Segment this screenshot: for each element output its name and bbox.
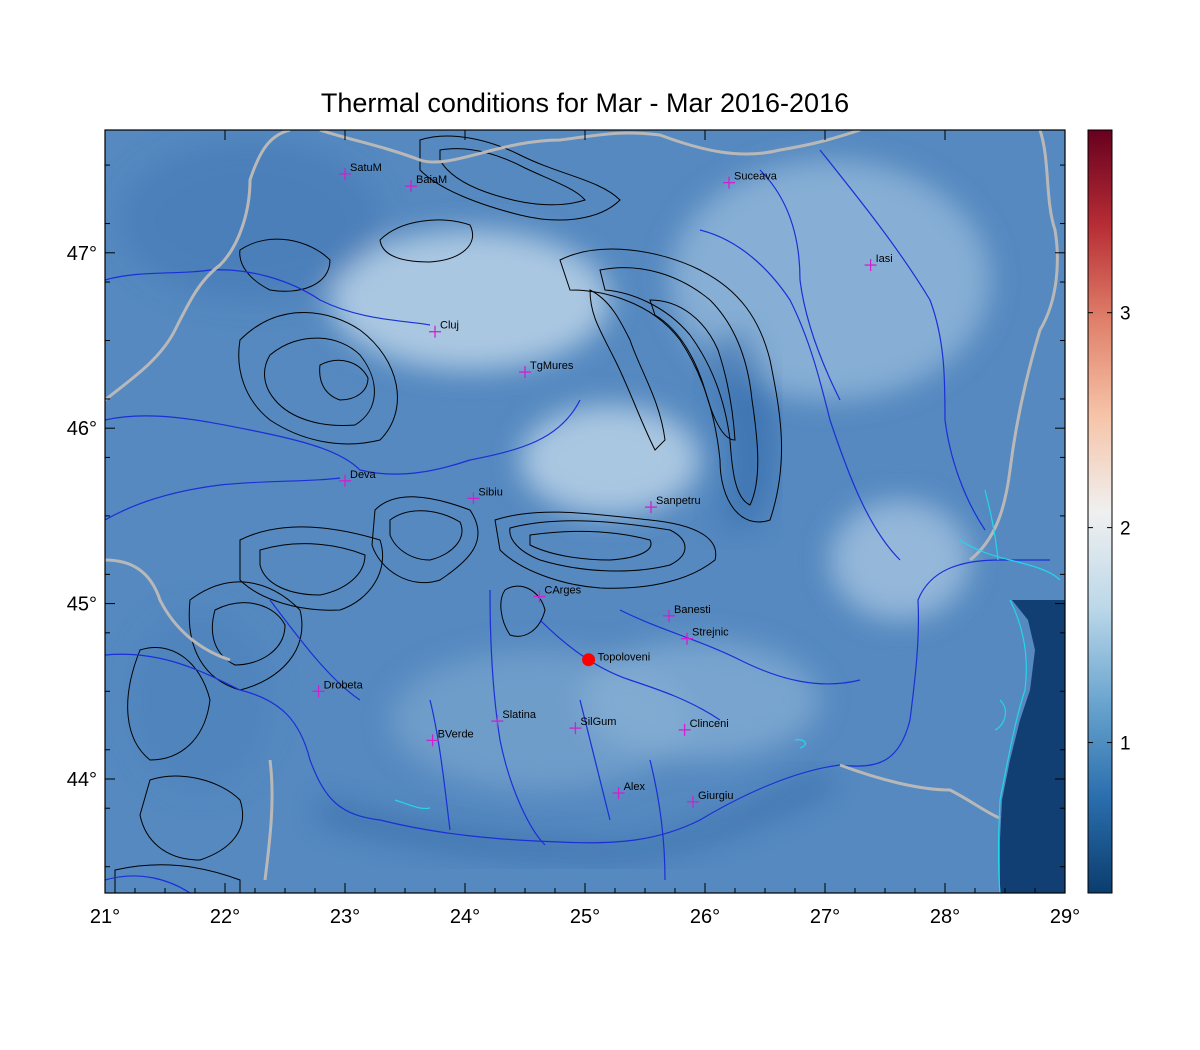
x-tick-label: 28° — [930, 906, 960, 928]
station-markers: SatuM BaiaM Suceava Iasi Cluj TgMures Deva Sibi… — [312, 162, 893, 808]
black-sea — [1000, 600, 1065, 893]
highlight-marker — [582, 653, 596, 667]
x-tick-label: 27° — [810, 906, 840, 928]
y-tick-label: 46° — [67, 418, 97, 440]
colorbar-tick-label: 3 — [1120, 304, 1131, 325]
y-tick-label: 44° — [67, 769, 97, 791]
colorbar-gradient — [1087, 129, 1113, 894]
station-sibiu: Sibiu — [467, 486, 503, 505]
danube-valley-dark — [320, 770, 830, 860]
station-label: Sibiu — [478, 486, 502, 498]
station-label: Slatina — [502, 709, 537, 721]
latitude-minor-ticks — [105, 164, 1065, 868]
station-label: Sanpetru — [656, 495, 701, 507]
station-label: Suceava — [734, 171, 778, 183]
coastline-lakes — [394, 489, 1061, 893]
station-label: TgMures — [530, 360, 574, 372]
mountain-band-dark — [700, 330, 775, 530]
station-label: Clinceni — [690, 718, 729, 730]
station-giurgiu: Giurgiu — [687, 790, 733, 808]
x-tick-label: 24° — [450, 906, 480, 928]
chart-title: Thermal conditions for Mar - Mar 2016-20… — [320, 88, 850, 118]
y-tick-label: 47° — [67, 243, 97, 265]
x-tick-label: 25° — [570, 906, 600, 928]
x-tick-label: 22° — [210, 906, 240, 928]
station-alex: Alex — [612, 781, 646, 800]
station-cluj: Cluj — [429, 320, 459, 338]
station-iasi: Iasi — [864, 253, 893, 272]
station-label: Strejnic — [692, 627, 729, 639]
station-label: SilGum — [580, 716, 616, 728]
station-label: Iasi — [876, 253, 893, 265]
station-silgum: SilGum — [569, 716, 616, 735]
station-satum: SatuM — [339, 162, 382, 180]
highlight-label: Topoloveni — [598, 652, 651, 664]
colorbar: 1 2 3 — [1087, 129, 1131, 894]
station-drobeta: Drobeta — [312, 679, 364, 698]
y-axis: 44° 45° 46° 47° — [67, 243, 1065, 791]
station-label: BaiaM — [416, 174, 447, 186]
station-bverde: BVerde — [426, 728, 474, 747]
highlight-station: Topoloveni — [582, 652, 650, 667]
x-tick-label: 29° — [1050, 906, 1080, 928]
station-clinceni: Clinceni — [678, 718, 729, 736]
station-label: Deva — [350, 469, 377, 481]
colorbar-tick-label: 1 — [1120, 734, 1131, 755]
station-slatina: Slatina — [491, 709, 537, 728]
station-tgmures: TgMures — [519, 360, 574, 379]
station-label: Banesti — [674, 604, 711, 616]
station-suceava: Suceava — [723, 171, 778, 189]
country-borders — [105, 130, 1059, 881]
station-banesti: Banesti — [663, 604, 711, 622]
station-label: Giurgiu — [698, 790, 733, 802]
station-label: SatuM — [350, 162, 382, 174]
colorbar-ticks: 1 2 3 — [1088, 304, 1131, 755]
x-tick-label: 23° — [330, 906, 360, 928]
x-axis: 21° 22° 23° 24° 25° 26° 27° 28° 29° — [90, 130, 1080, 928]
station-strejnic: Strejnic — [681, 627, 729, 645]
station-label: Drobeta — [324, 679, 364, 691]
station-label: CArges — [544, 585, 581, 597]
elevation-contours — [114, 135, 782, 893]
station-carges: CArges — [533, 585, 582, 603]
station-deva: Deva — [339, 469, 377, 487]
station-label: Cluj — [440, 320, 459, 332]
station-label: Alex — [624, 781, 646, 793]
x-tick-label: 21° — [90, 906, 120, 928]
station-baiam: BaiaM — [405, 174, 447, 193]
station-sanpetru: Sanpetru — [645, 495, 701, 514]
colorbar-tick-label: 2 — [1120, 519, 1131, 540]
map-plot-area — [105, 130, 1065, 893]
station-label: BVerde — [438, 728, 474, 740]
x-tick-label: 26° — [690, 906, 720, 928]
rivers — [105, 149, 1050, 893]
y-tick-label: 45° — [67, 594, 97, 616]
